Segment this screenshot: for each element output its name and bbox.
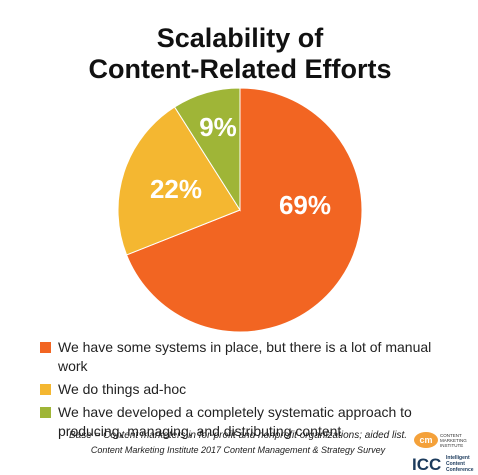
legend-swatch <box>40 407 51 418</box>
pie-slice <box>173 87 241 212</box>
pie-slice <box>125 87 363 333</box>
legend-swatch <box>40 342 51 353</box>
legend-label: We have some systems in place, but there… <box>58 339 432 374</box>
logo-text: Conference <box>446 467 474 473</box>
chart-title: Scalability of <box>157 23 325 53</box>
legend-item: We do things ad-hoc <box>40 380 460 399</box>
data-label: 69% <box>279 190 331 220</box>
pie-slice <box>117 106 241 256</box>
logo-text: INSTITUTE <box>440 443 463 448</box>
logo-badge <box>414 432 438 448</box>
footnote: Base = Content marketers in for-profit a… <box>69 430 407 441</box>
logo-mark: ICC <box>412 455 441 474</box>
logo-text: MARKETING <box>440 438 467 443</box>
chart-title: Content-Related Efforts <box>89 54 392 84</box>
logo-text: CONTENT <box>440 433 462 438</box>
legend-item: We have developed a completely systemati… <box>40 403 460 441</box>
legend-label: We have developed a completely systemati… <box>58 404 412 439</box>
legend: We have some systems in place, but there… <box>40 338 460 445</box>
data-label: 22% <box>150 174 202 204</box>
logo-text: Content <box>446 461 465 467</box>
footnote: Content Marketing Institute 2017 Content… <box>91 445 386 455</box>
legend-swatch <box>40 384 51 395</box>
legend-item: We have some systems in place, but there… <box>40 338 460 376</box>
data-label: 9% <box>199 112 237 142</box>
logo-text: Intelligent <box>446 455 470 461</box>
logo-mark: cm <box>419 435 432 445</box>
legend-label: We do things ad-hoc <box>58 381 187 397</box>
